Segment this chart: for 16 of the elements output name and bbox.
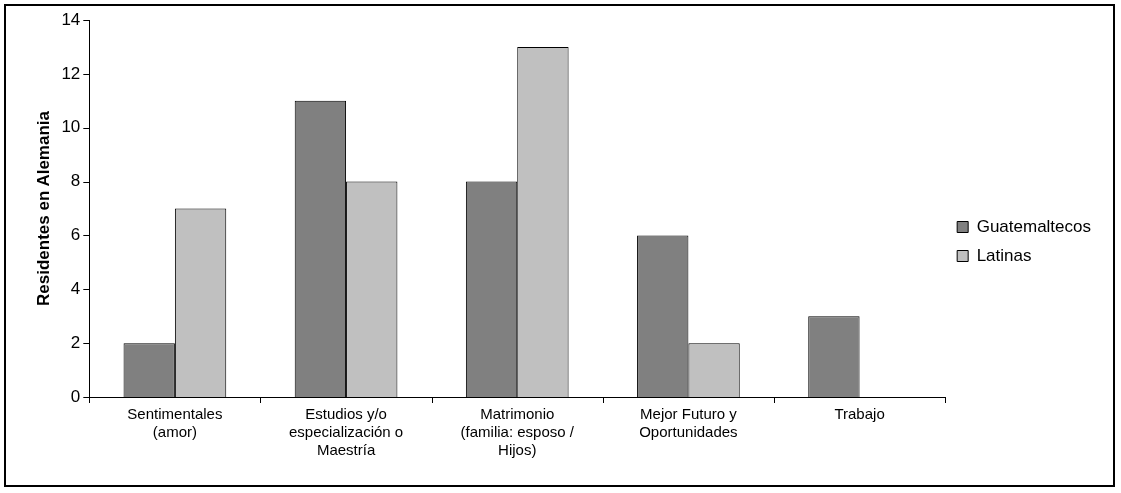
x-tick-label: Sentimentales (amor) [127,405,223,441]
x-tick-label: Trabajo [834,405,885,423]
legend-label: Guatemaltecos [976,216,1092,236]
y-tick-label: 6 [70,225,81,245]
legend-label: Latinas [976,245,1032,265]
x-tick-label: Estudios y/o especialización o Maestría [288,405,404,459]
y-tick-label: 4 [70,278,81,298]
y-tick-label: 0 [70,386,81,406]
x-tick-label: Mejor Futuro y Oportunidades [639,405,738,441]
y-axis-title: Residentes en Alemania [33,110,53,306]
y-tick-label: 10 [61,117,81,137]
y-tick-label: 8 [70,171,81,191]
y-tick-label: 14 [61,9,81,29]
y-tick-label: 2 [70,332,81,352]
x-tick-label: Matrimonio (familia: esposo / Hijos) [460,405,575,459]
y-tick-label: 12 [61,63,81,83]
